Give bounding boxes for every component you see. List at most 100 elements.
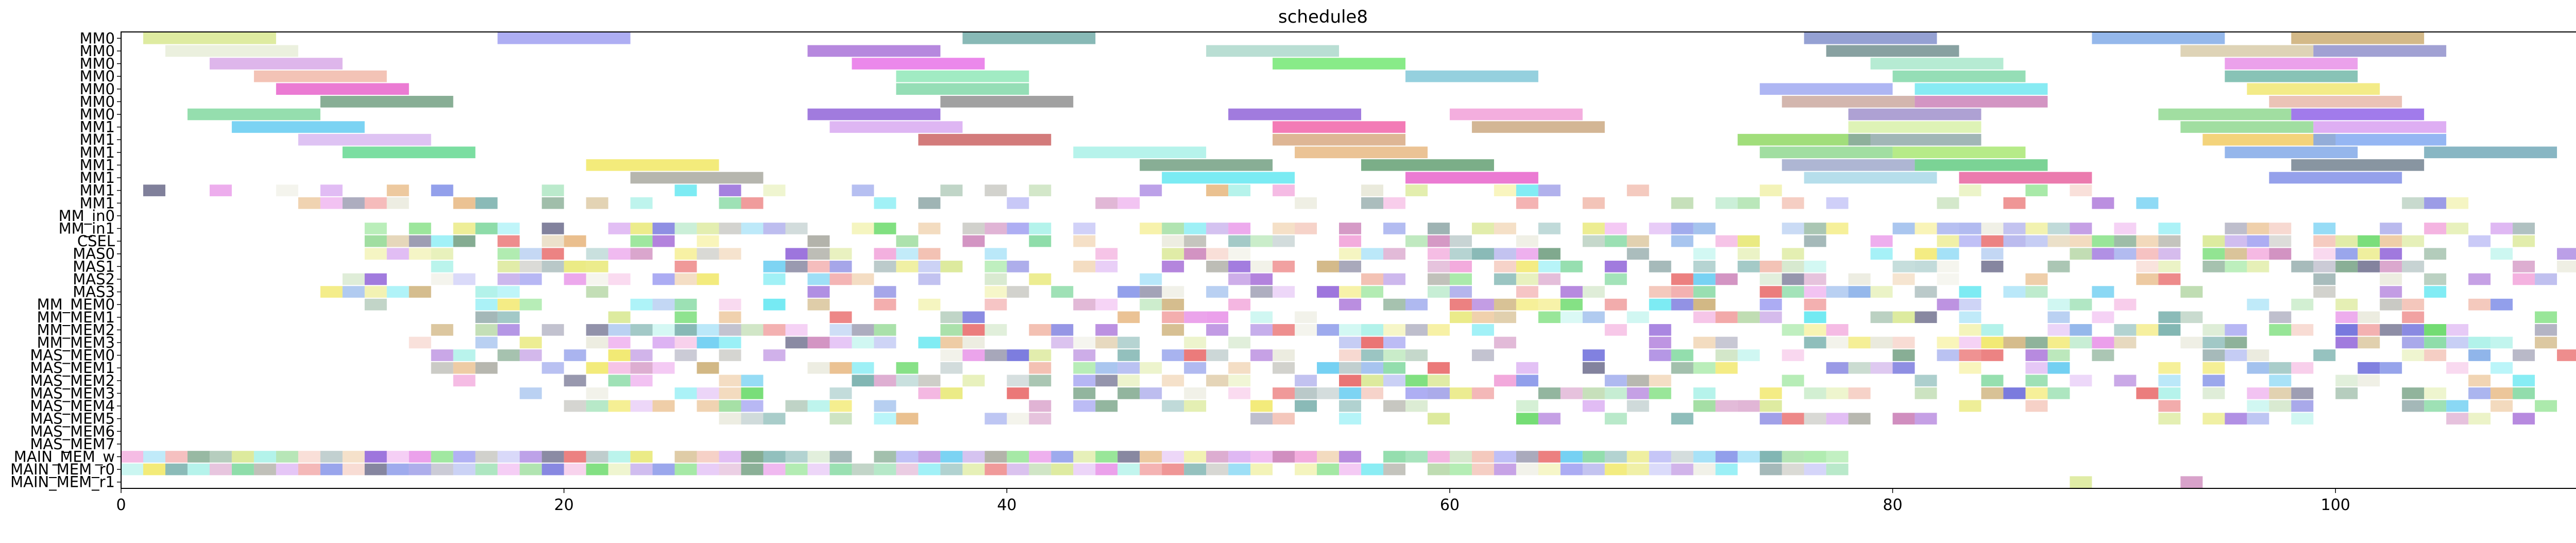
task-block xyxy=(630,324,653,336)
task-bar xyxy=(253,70,387,82)
task-block xyxy=(2424,336,2447,349)
task-block xyxy=(1449,463,1472,476)
task-block xyxy=(1073,298,1096,311)
task-block xyxy=(1051,451,1074,463)
task-block xyxy=(852,463,874,476)
task-block xyxy=(2247,248,2269,260)
task-block xyxy=(2158,375,2181,387)
task-block xyxy=(1582,349,1605,361)
task-block xyxy=(918,223,941,234)
task-block xyxy=(2313,286,2336,298)
task-block xyxy=(630,248,653,260)
task-block xyxy=(1250,324,1273,336)
task-block xyxy=(1184,387,1207,399)
task-block xyxy=(807,273,830,285)
task-block xyxy=(2557,261,2576,273)
y-tick-label: MAS_MEM7 xyxy=(30,435,115,453)
task-block xyxy=(608,324,631,336)
task-block xyxy=(1184,349,1207,361)
task-block xyxy=(1649,349,1671,361)
task-block xyxy=(1073,362,1096,374)
task-block xyxy=(1427,248,1450,260)
task-block xyxy=(431,349,453,361)
task-bar xyxy=(1405,70,1538,82)
y-axis: MM0MM0MM0MM0MM0MM0MM0MM1MM1MM1MM1MM1MM1M… xyxy=(10,29,121,491)
task-block xyxy=(2380,324,2402,336)
task-block xyxy=(1449,248,1472,260)
task-block xyxy=(586,451,608,463)
task-block xyxy=(276,184,298,196)
task-block xyxy=(1826,413,1849,425)
task-block xyxy=(630,451,653,463)
task-block xyxy=(874,451,896,463)
task-block xyxy=(1449,387,1472,399)
task-block xyxy=(1604,298,1627,311)
task-block xyxy=(564,273,586,285)
task-block xyxy=(2047,298,2070,311)
task-block xyxy=(1162,298,1184,311)
task-block xyxy=(1671,197,1693,209)
task-block xyxy=(453,375,476,387)
task-block xyxy=(852,336,874,349)
task-block xyxy=(807,463,830,476)
task-block xyxy=(1782,451,1804,463)
x-tick-label: 20 xyxy=(554,496,574,514)
task-block xyxy=(1383,298,1405,311)
task-bar xyxy=(1273,121,1405,133)
task-block xyxy=(1339,223,1362,234)
task-block xyxy=(564,261,586,273)
task-block xyxy=(1937,273,1959,285)
task-block xyxy=(541,197,564,209)
task-block xyxy=(719,248,741,260)
task-block xyxy=(1782,197,1804,209)
task-block xyxy=(1383,336,1405,349)
task-block xyxy=(431,248,453,260)
x-tick-label: 60 xyxy=(1440,496,1460,514)
task-block xyxy=(918,375,941,387)
task-block xyxy=(2490,400,2513,412)
task-block xyxy=(1516,197,1538,209)
task-block xyxy=(1295,400,1317,412)
task-block xyxy=(2025,184,2048,196)
task-block xyxy=(829,413,852,425)
task-block xyxy=(1383,248,1405,260)
task-block xyxy=(1095,375,1118,387)
task-block xyxy=(962,336,985,349)
task-block xyxy=(985,273,1007,285)
task-block xyxy=(1937,261,1959,273)
task-block xyxy=(1804,387,1826,399)
task-block xyxy=(209,463,232,476)
task-block xyxy=(1117,311,1140,324)
task-block xyxy=(829,248,852,260)
task-block xyxy=(2202,375,2225,387)
task-block xyxy=(1162,286,1184,298)
task-block xyxy=(386,184,409,196)
task-block xyxy=(1073,375,1096,387)
task-block xyxy=(586,261,608,273)
task-block xyxy=(1693,463,1716,476)
task-block xyxy=(2070,324,2092,336)
task-bar xyxy=(829,121,963,133)
task-block xyxy=(2358,235,2380,247)
task-block xyxy=(1626,235,1649,247)
task-block xyxy=(1626,451,1649,463)
task-block xyxy=(165,463,188,476)
task-block xyxy=(1737,197,1760,209)
task-block xyxy=(1051,336,1074,349)
task-bar xyxy=(2202,133,2336,146)
task-block xyxy=(2092,311,2114,324)
task-block xyxy=(1759,273,1782,285)
task-block xyxy=(719,451,741,463)
task-block xyxy=(409,336,431,349)
task-bar xyxy=(497,32,631,44)
task-block xyxy=(1693,298,1716,311)
task-block xyxy=(807,235,830,247)
task-block xyxy=(475,336,498,349)
task-block xyxy=(1937,248,1959,260)
task-block xyxy=(940,261,963,273)
task-block xyxy=(1693,451,1716,463)
task-block xyxy=(608,463,631,476)
task-block xyxy=(674,273,697,285)
task-block xyxy=(2025,286,2048,298)
task-block xyxy=(564,375,586,387)
